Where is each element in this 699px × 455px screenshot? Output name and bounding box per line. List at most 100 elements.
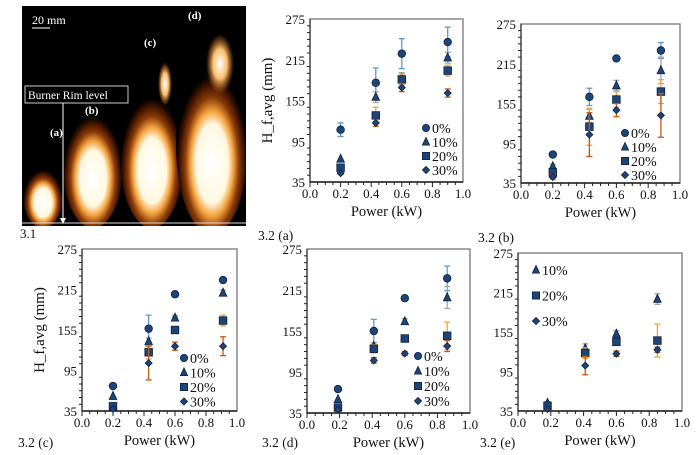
- panel-label-3-1: 3.1: [20, 226, 37, 241]
- x-tick-label: 0.0: [74, 415, 90, 430]
- x-tick-label: 0.2: [331, 417, 347, 432]
- arrow-head-icon: [60, 218, 66, 224]
- data-point-triangle: [442, 291, 452, 302]
- legend-label: 30%: [542, 315, 568, 330]
- burner-rim-label: Burner Rim level: [28, 90, 108, 102]
- legend-marker-diamond: [413, 396, 423, 406]
- data-point-diamond: [612, 106, 621, 115]
- y-tick-label: 215: [286, 53, 306, 68]
- x-tick-label: 0.8: [198, 415, 214, 430]
- data-point-triangle: [333, 393, 343, 404]
- x-tick-label: 0.8: [424, 186, 440, 201]
- data-point-circle: [336, 125, 345, 134]
- legend-label: 20%: [542, 290, 568, 305]
- data-point-triangle: [144, 335, 154, 346]
- y-tick-label: 35: [503, 176, 516, 191]
- series-0pct: [336, 26, 452, 138]
- legend-label: 20%: [631, 155, 657, 170]
- legend-label: 20%: [190, 381, 216, 396]
- legend-marker-diamond: [531, 316, 541, 326]
- y-tick-label: 95: [503, 136, 516, 151]
- x-tick-label: 0.6: [608, 187, 625, 202]
- series-10pct: [543, 293, 662, 407]
- y-tick-label: 275: [286, 12, 306, 27]
- data-point-circle: [170, 290, 180, 299]
- chart-c: 0.0 0.2 0.4 0.6 0.8 1.0 35 95 155 215 275 Power (kW…: [18, 242, 245, 450]
- chart-b: 0.0 0.2 0.4 0.6 0.8 1.0 35 95 155 215 275 Power (kW…: [478, 17, 688, 245]
- series-30pct: [548, 92, 665, 182]
- data-point-square: [612, 337, 621, 347]
- data-point-diamond: [336, 169, 345, 178]
- x-tick-label: 0.8: [640, 187, 656, 202]
- burner-rim-box: [24, 85, 129, 104]
- flame-label-d: (d): [188, 10, 202, 22]
- legend-marker-circle: [179, 353, 188, 362]
- data-point-triangle: [443, 51, 453, 62]
- legend-marker-square: [532, 291, 541, 300]
- legend-label: 0%: [190, 352, 209, 367]
- y-tick-label: 215: [494, 286, 514, 301]
- legend-label: 10%: [432, 136, 458, 151]
- data-point-square: [442, 331, 452, 340]
- data-point-diamond: [400, 349, 409, 358]
- data-point-diamond: [443, 88, 452, 98]
- legend-marker-diamond: [421, 165, 431, 175]
- y-tick-label: 215: [497, 57, 517, 72]
- legend-marker-circle: [621, 128, 630, 137]
- data-point-circle: [397, 49, 406, 58]
- chart-e: 0.0 0.2 0.4 0.6 0.8 1.0 35 95 155 215 275 Power (kW…: [480, 246, 690, 450]
- data-point-square: [612, 95, 621, 104]
- y-axis-label: H_f,avg (mm): [32, 287, 48, 373]
- y-tick-label: 35: [64, 404, 77, 419]
- flame-label-c: (c): [144, 37, 157, 49]
- series-30pct: [333, 339, 452, 414]
- legend-marker-circle: [421, 124, 430, 133]
- y-tick-label: 95: [64, 364, 77, 379]
- data-point-circle: [333, 384, 343, 394]
- data-point-diamond: [585, 130, 594, 139]
- y-tick-label: 155: [494, 325, 514, 340]
- y-tick-label: 35: [500, 404, 513, 419]
- data-point-circle: [548, 150, 557, 159]
- data-point-diamond: [144, 359, 153, 368]
- series-10pct: [108, 287, 228, 400]
- data-point-diamond: [581, 361, 590, 370]
- legend-label: 0%: [432, 122, 451, 137]
- flame-c-glow: [120, 84, 184, 226]
- flame-a-glow: [23, 164, 63, 226]
- data-point-diamond: [170, 342, 180, 351]
- x-axis-label: Power (kW): [564, 433, 635, 449]
- data-point-circle: [443, 37, 452, 47]
- x-axis-label: Power (kW): [353, 435, 424, 451]
- data-point-square: [369, 344, 379, 353]
- data-point-diamond: [369, 356, 378, 365]
- x-tick-label: 0.4: [576, 187, 593, 202]
- flame-d-glow: [176, 58, 246, 226]
- x-tick-label: 0.0: [299, 417, 315, 432]
- data-point-circle: [585, 92, 594, 102]
- data-point-diamond: [443, 341, 452, 351]
- series-30pct: [108, 336, 228, 414]
- data-point-diamond: [333, 405, 343, 414]
- data-point-circle: [218, 275, 228, 285]
- y-tick-label: 275: [283, 242, 303, 257]
- data-point-diamond: [397, 83, 406, 92]
- y-tick-label: 155: [497, 97, 517, 112]
- data-point-diamond: [218, 342, 228, 351]
- x-tick-label: 0.8: [641, 415, 657, 430]
- data-point-triangle: [218, 287, 228, 297]
- x-tick-label: 0.6: [167, 415, 184, 430]
- data-point-circle: [656, 46, 666, 55]
- series-0pct: [548, 41, 666, 159]
- y-tick-label: 95: [292, 134, 305, 149]
- legend-marker-triangle: [179, 366, 189, 377]
- scale-bar-label: 20 mm: [32, 13, 66, 27]
- data-point-square: [218, 316, 228, 325]
- series-30pct: [336, 82, 452, 178]
- data-point-square: [443, 66, 452, 75]
- x-tick-label: 0.0: [510, 415, 526, 430]
- flame-c-tip: [158, 62, 172, 106]
- x-tick-label: 1.0: [672, 187, 688, 202]
- data-point-circle: [108, 381, 118, 391]
